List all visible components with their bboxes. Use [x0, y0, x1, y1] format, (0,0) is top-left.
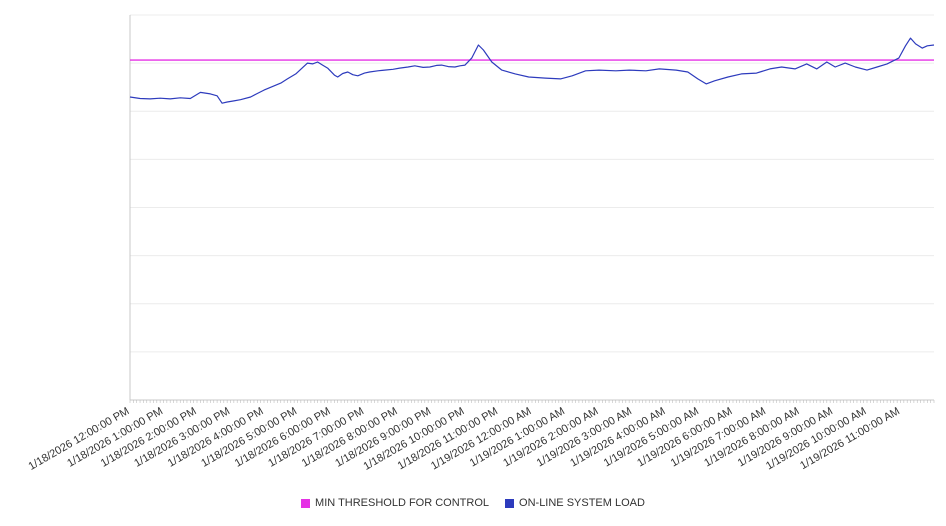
system-load-line — [129, 37, 935, 104]
legend-item-system-load: ON-LINE SYSTEM LOAD — [505, 497, 645, 509]
legend-label-min-threshold: MIN THRESHOLD FOR CONTROL — [315, 497, 490, 509]
legend-label-system-load: ON-LINE SYSTEM LOAD — [519, 497, 645, 509]
line-chart: 1/18/2026 12:00:00 PM1/18/2026 1:00:00 P… — [26, 14, 935, 473]
legend-item-min-threshold: MIN THRESHOLD FOR CONTROL — [301, 497, 489, 509]
chart-legend: MIN THRESHOLD FOR CONTROL ON-LINE SYSTEM… — [0, 497, 946, 509]
legend-swatch-system-load — [505, 498, 515, 508]
legend-swatch-min-threshold — [301, 498, 311, 508]
